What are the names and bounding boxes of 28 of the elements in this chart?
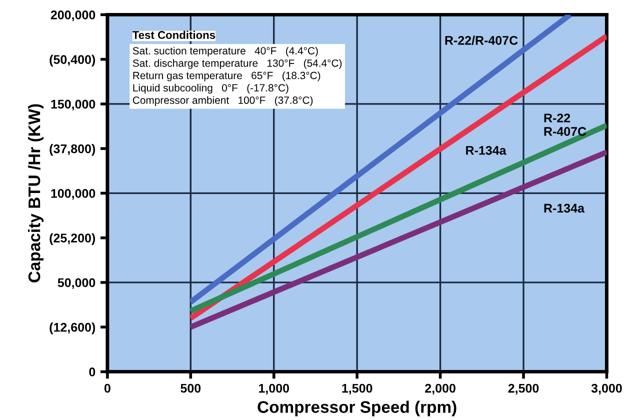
annotation: Test Conditions xyxy=(132,30,216,39)
x-tick-label: 2,000 xyxy=(425,384,456,394)
y-tick-label: 50,000 xyxy=(58,278,96,289)
series-label: R-134a xyxy=(466,146,506,155)
y-tick-label: 150,000 xyxy=(51,100,96,110)
x-tick-label: 3,000 xyxy=(591,384,622,394)
y-tick-label: 0 xyxy=(89,368,96,376)
x-tick-label: 1,500 xyxy=(342,384,372,394)
annotation: Liquid subcooling 0°F (-17.8°C) xyxy=(133,84,288,94)
x-axis-title: Compressor Speed (rpm) xyxy=(258,400,456,416)
y2-tick-label: (25,200) xyxy=(50,233,96,245)
y2-axis-title: Capacity BTU /Hr (KW) xyxy=(28,104,44,282)
y-tick-label: 200,000 xyxy=(50,10,96,22)
annotation: Return gas temperature 65°F (18.3°C) xyxy=(133,72,320,82)
x-tick-label: 1,000 xyxy=(259,384,289,394)
y2-tick-label: (37,800) xyxy=(50,144,96,156)
x-tick-label: 500 xyxy=(180,384,201,393)
y2-tick-label: (12,600) xyxy=(50,322,96,334)
x-tick-label: 2,500 xyxy=(508,384,539,394)
series-label: R-22 R-407C xyxy=(544,114,586,136)
y2-tick-label: (50,400) xyxy=(50,54,96,66)
series-label: R-22/R-407C xyxy=(445,36,518,45)
annotation: Compressor ambient 100°F (37.8°C) xyxy=(132,96,313,106)
x-tick-label: 0 xyxy=(104,384,110,393)
series-label: R-134a xyxy=(544,204,585,213)
annotation: Sat. suction temperature 40°F (4.4°C) xyxy=(132,46,318,57)
annotation: Sat. discharge temperature 130°F (54.4°C) xyxy=(132,59,342,69)
y-tick-label: 100,000 xyxy=(51,189,96,200)
